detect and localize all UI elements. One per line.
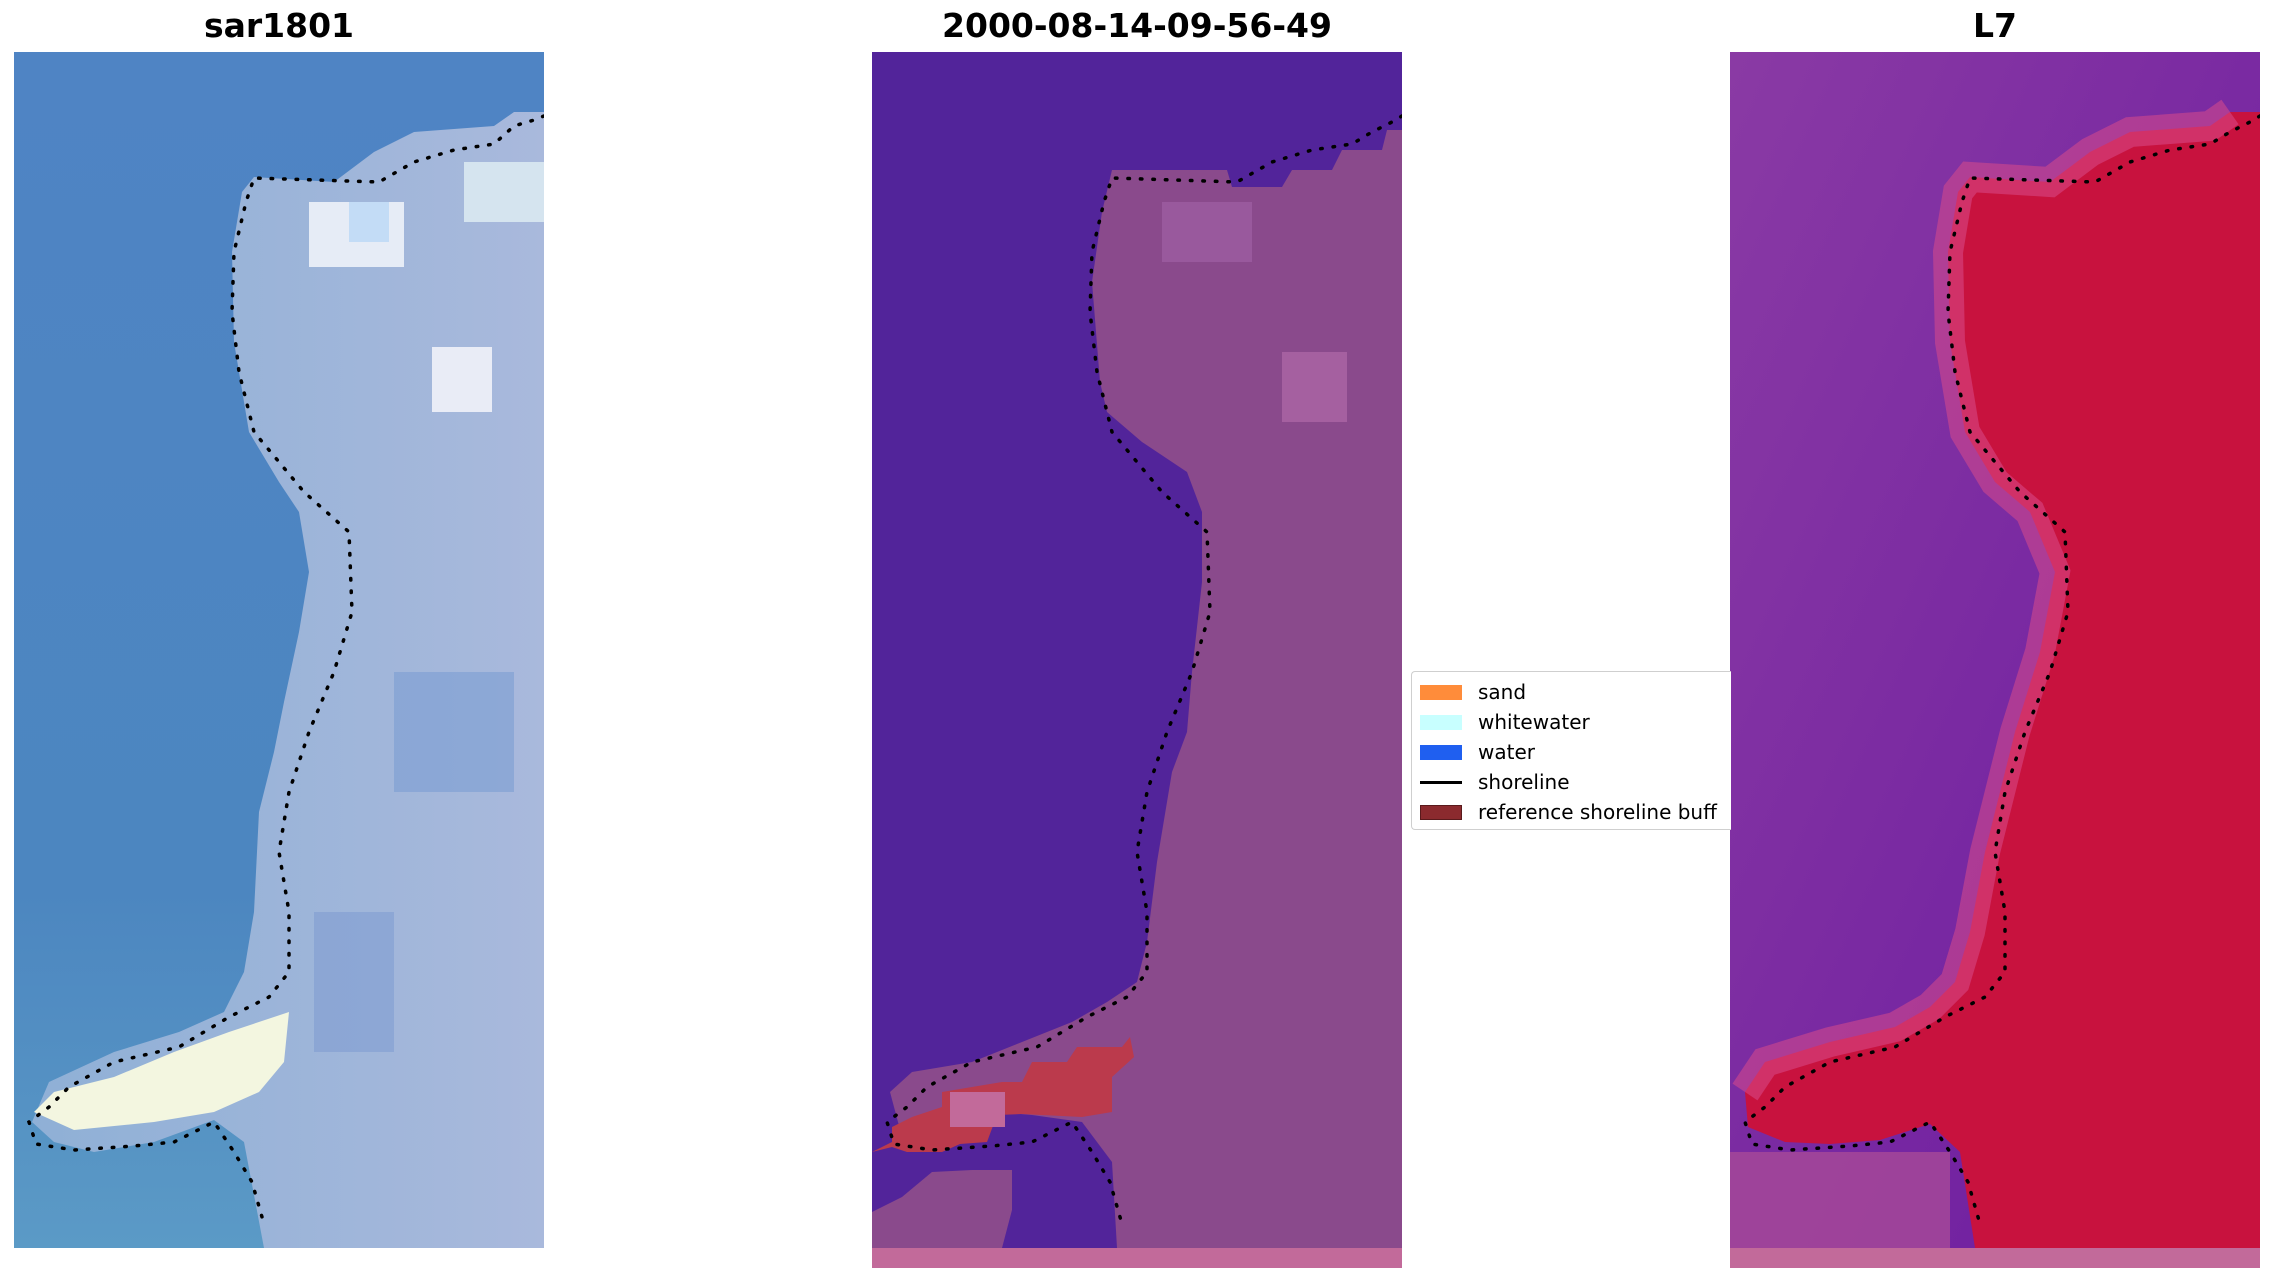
index-panel: [1730, 52, 2260, 1268]
index-land-edge: [1732, 99, 2239, 1101]
legend-item-sand: sand: [1420, 678, 1526, 706]
legend: sand whitewater water shoreline referenc…: [1411, 671, 1731, 830]
class-buffer-light-patch: [950, 1092, 1005, 1127]
class-land-bottom-left: [872, 1170, 1012, 1248]
rgb-land-area: [32, 112, 544, 1248]
panel-title-index: L7: [1973, 6, 2017, 45]
rgb-bright-roof-3: [432, 347, 492, 412]
class-land-area: [890, 130, 1402, 1248]
rgb-blue-block: [394, 672, 514, 792]
legend-item-whitewater: whitewater: [1420, 708, 1590, 736]
legend-item-reference-buffer: reference shoreline buff: [1420, 798, 1717, 826]
rgb-bright-roof-2: [349, 202, 389, 242]
legend-item-shoreline: shoreline: [1420, 768, 1570, 796]
legend-label-shoreline: shoreline: [1478, 770, 1570, 794]
legend-swatch-whitewater: [1420, 714, 1462, 730]
legend-label-sand: sand: [1478, 680, 1527, 704]
legend-swatch-shoreline: [1420, 780, 1462, 784]
legend-swatch-water: [1420, 744, 1462, 760]
class-bright-patch-2: [1162, 202, 1252, 262]
classification-panel: [872, 52, 1402, 1268]
class-pink-strip: [872, 1248, 1402, 1268]
legend-label-reference-buffer: reference shoreline buff: [1478, 800, 1717, 824]
panel-title-rgb: sar1801: [203, 6, 355, 45]
legend-item-water: water: [1420, 738, 1535, 766]
legend-label-water: water: [1478, 740, 1535, 764]
index-land-area: [1745, 112, 2260, 1248]
legend-label-whitewater: whitewater: [1478, 710, 1590, 734]
class-bright-patch: [1282, 352, 1347, 422]
rgb-image-panel: [14, 52, 544, 1248]
rgb-shoreline: [26, 114, 544, 1226]
panel-title-classification: 2000-08-14-09-56-49: [942, 6, 1332, 45]
rgb-blue-block-2: [314, 912, 394, 1052]
legend-swatch-sand: [1420, 684, 1462, 700]
index-bottom-left-patch: [1730, 1152, 1950, 1248]
rgb-sand-patch: [34, 1012, 289, 1130]
rgb-bright-roof-4: [464, 162, 544, 222]
legend-swatch-reference-buffer: [1420, 804, 1462, 820]
index-pink-strip: [1730, 1248, 2260, 1268]
